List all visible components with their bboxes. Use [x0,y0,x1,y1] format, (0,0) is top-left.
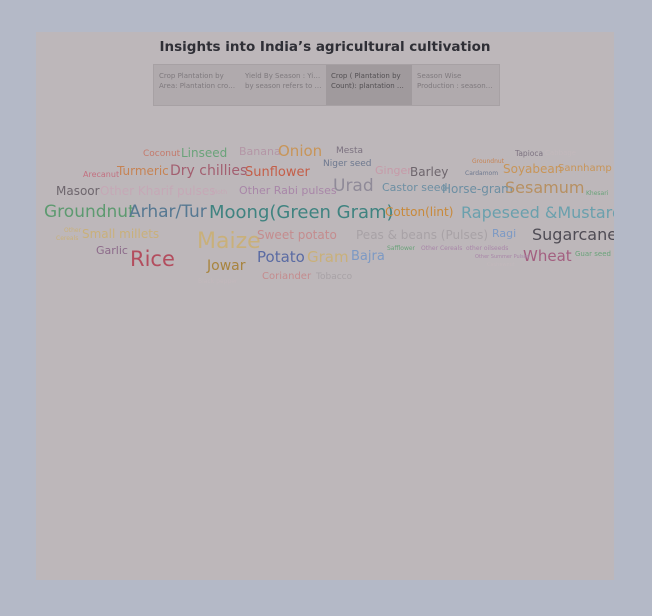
word-niger-seed[interactable]: Niger seed [323,159,372,169]
word-banana[interactable]: Banana [239,145,281,158]
word-rice[interactable]: Rice [130,247,175,271]
word-black-pepper[interactable]: Black pepper [198,278,238,285]
word-horse-gram[interactable]: Horse-gram [442,182,513,196]
word-potato[interactable]: Potato [257,248,305,266]
story-tabs: Crop Plantation by Area: Plantation crop… [153,64,500,106]
word-cotton-lint[interactable]: Cotton(lint) [385,205,454,219]
word-arhar-tur[interactable]: Arhar/Tur [129,202,207,222]
dashboard-title: Insights into India’s agricultural culti… [159,39,491,55]
word-garlic[interactable]: Garlic [96,244,128,257]
word-cashewnut[interactable]: Cashewnut [487,262,515,268]
word-dry-chillies[interactable]: Dry chillies [170,163,248,179]
word-other-summer-pulses[interactable]: Other Summer Pulses [475,254,530,260]
word-onion[interactable]: Onion [278,142,323,160]
word-wheat[interactable]: Wheat [523,247,572,265]
word-sannhamp[interactable]: Sannhamp [558,163,612,174]
word-cardamom[interactable]: Cardamom [465,170,499,177]
tab-crop-plantation-by-count[interactable]: Crop ( Plantation by Count): plantation … [326,65,412,105]
word-other-oilseeds[interactable]: other oilseeds [466,245,509,252]
word-small-millets[interactable]: Small millets [82,227,160,241]
word-peas-beans-pulses[interactable]: Peas & beans (Pulses) [356,228,489,242]
word-bajra[interactable]: Bajra [351,249,385,264]
word-linseed[interactable]: Linseed [181,146,228,160]
word-other-cereals[interactable]: Other Cereals [421,245,463,252]
word-masoor[interactable]: Masoor [56,184,100,198]
word-barley[interactable]: Barley [410,165,449,179]
word-turmeric[interactable]: Turmeric [117,164,169,178]
word-rapeseed-mustard[interactable]: Rapeseed &Mustard [461,203,614,222]
word-gram[interactable]: Gram [307,248,349,266]
word-jowar[interactable]: Jowar [207,258,246,274]
crop-word-cloud: Coconut Linseed Banana Onion Mesta Tapio… [36,32,614,580]
word-ragi[interactable]: Ragi [492,227,517,240]
word-cabbage[interactable]: Cabbage [545,149,577,157]
word-other[interactable]: Other [64,227,82,234]
word-tobacco[interactable]: Tobacco [316,272,353,282]
word-moong-green-gram[interactable]: Moong(Green Gram) [209,202,394,223]
word-urad[interactable]: Urad [333,176,374,196]
word-sunflower[interactable]: Sunflower [245,165,310,180]
word-tapioca[interactable]: Tapioca [515,149,544,158]
word-arecanut[interactable]: Arecanut [83,170,120,179]
word-maize[interactable]: Maize [197,229,261,254]
word-coconut[interactable]: Coconut [143,149,181,159]
word-groundnut[interactable]: Groundnut [44,202,135,222]
word-other-rabi-pulses[interactable]: Other Rabi pulses [239,184,337,197]
word-moth[interactable]: Moth [212,189,228,196]
word-cereals[interactable]: Cereals [56,235,79,242]
word-coriander[interactable]: Coriander [262,271,312,282]
word-ginger[interactable]: Ginger [375,164,412,177]
dashboard-panel: Insights into India’s agricultural culti… [36,32,614,580]
word-sugarcane[interactable]: Sugarcane [532,225,614,244]
word-sesamum[interactable]: Sesamum [505,178,585,197]
word-groundnut-small[interactable]: Groundnut [472,158,505,165]
word-khesari[interactable]: Khesari [586,190,609,197]
word-guar-seed[interactable]: Guar seed [575,250,611,258]
word-safflower[interactable]: Safflower [387,245,416,252]
word-mesta[interactable]: Mesta [336,146,364,156]
word-sweet-potato[interactable]: Sweet potato [257,228,337,242]
word-castor-seed[interactable]: Castor seed [382,181,448,194]
word-soyabean[interactable]: Soyabean [503,162,563,176]
word-other-kharif-pulses[interactable]: Other Kharif pulses [100,184,216,198]
